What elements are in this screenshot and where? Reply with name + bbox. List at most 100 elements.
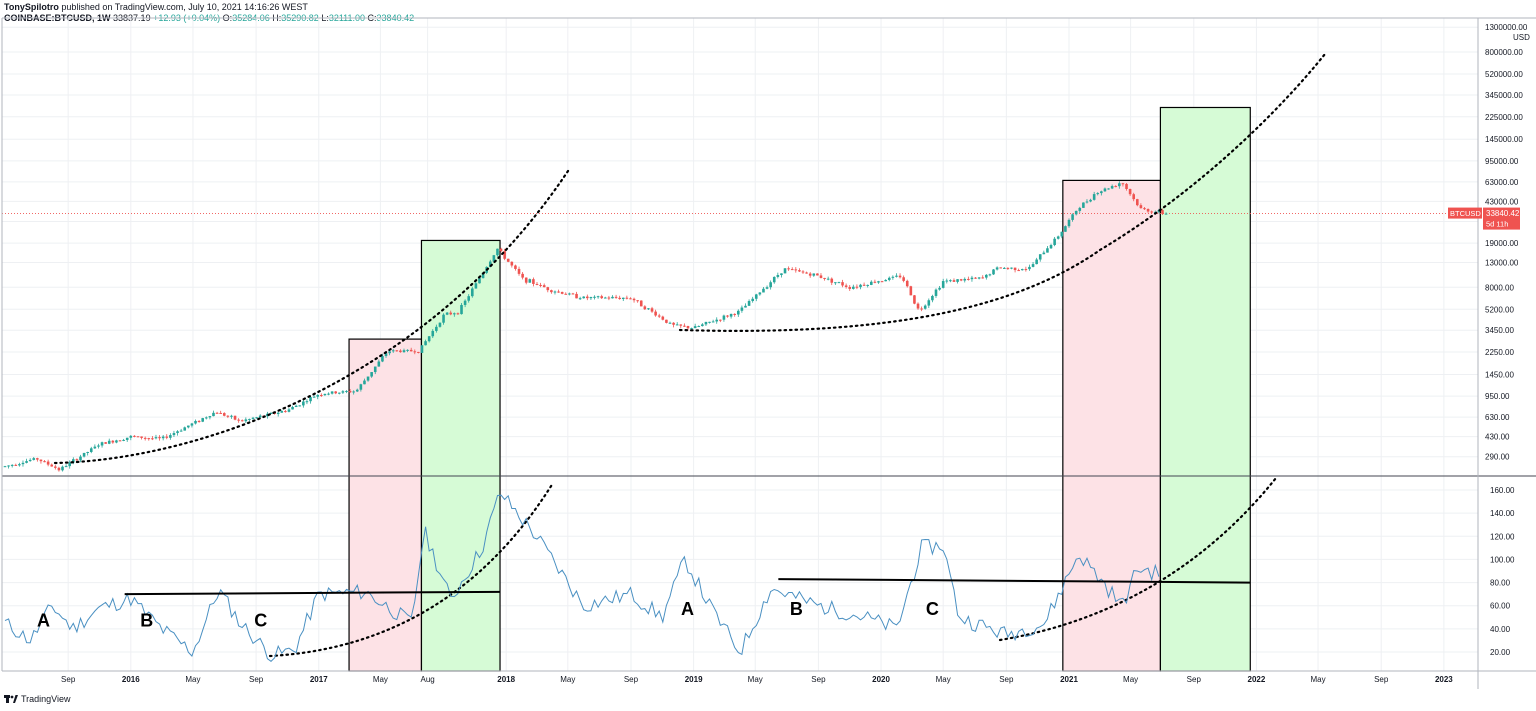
publisher-name[interactable]: TonySpilotro (4, 2, 59, 12)
candle-body (578, 298, 582, 300)
candle-body (873, 281, 877, 283)
candle-body (143, 437, 147, 439)
candle-body (133, 435, 136, 437)
candle-body (215, 412, 219, 414)
dotted-trend-curve[interactable] (268, 481, 555, 658)
candle-body (891, 276, 895, 278)
candle-body (212, 412, 215, 417)
candle-body (611, 296, 614, 299)
candle-body (294, 405, 298, 408)
footer-brand[interactable]: TradingView (21, 694, 71, 704)
candle-body (855, 286, 859, 288)
candle-body (539, 284, 542, 286)
tradingview-logo-icon[interactable] (4, 694, 18, 704)
candle-body (86, 451, 89, 453)
candle-body (783, 268, 787, 274)
candle-body (719, 319, 722, 321)
candle-body (923, 305, 927, 309)
candle-body (1042, 252, 1046, 255)
candle-body (643, 306, 647, 310)
candle-body (970, 277, 974, 280)
candle-body (913, 295, 916, 304)
candle-body (1146, 209, 1150, 212)
indicator-tick-label: 20.00 (1490, 648, 1511, 657)
candle-body (938, 287, 941, 290)
support-line[interactable] (778, 578, 1251, 584)
candle-body (550, 290, 553, 293)
candle-body (647, 308, 650, 310)
candle-body (176, 431, 179, 434)
candle-body (618, 297, 621, 300)
candle-body (122, 439, 125, 441)
candle-body (492, 255, 496, 262)
candle-body (1161, 210, 1164, 214)
candle-body (769, 282, 772, 288)
price-tick-label: 225000.00 (1485, 113, 1523, 122)
time-tick-label: 2023 (1435, 675, 1453, 684)
candle-body (320, 395, 323, 397)
candle-body (715, 319, 719, 322)
candle-body (844, 285, 848, 287)
candle-body (1028, 266, 1031, 270)
candle-body (46, 461, 50, 465)
candle-body (54, 466, 57, 468)
candle-body (100, 442, 104, 446)
candle-body (474, 283, 478, 289)
candle-body (654, 311, 657, 316)
candle-body (463, 300, 467, 305)
candle-body (377, 361, 381, 367)
price-tick-label: 63000.00 (1485, 178, 1519, 187)
candle-body (381, 356, 384, 362)
candle-body (1092, 194, 1096, 200)
candle-body (571, 293, 575, 295)
candle-body (179, 430, 183, 432)
candle-body (269, 412, 273, 414)
dotted-trend-curve[interactable] (678, 52, 1327, 332)
candle-body (1013, 267, 1017, 271)
indicator-tick-label: 160.00 (1490, 486, 1515, 495)
candle-body (1049, 245, 1053, 249)
time-tick-label: Sep (999, 675, 1014, 684)
candle-body (36, 458, 39, 460)
dotted-trend-curve[interactable] (53, 166, 572, 465)
candle-body (32, 458, 36, 460)
candle-body (690, 328, 693, 330)
candle-body (244, 419, 248, 422)
indicator-line[interactable] (4, 494, 1160, 662)
candle-body (816, 273, 819, 276)
candle-body (39, 459, 43, 462)
candle-body (524, 277, 528, 283)
support-line[interactable] (124, 590, 501, 596)
wave-label-b: B (140, 611, 153, 631)
wave-label-c: C (254, 611, 267, 631)
candle-body (298, 405, 302, 407)
candle-body (758, 292, 762, 295)
candle-body (312, 396, 316, 398)
indicator-tick-label: 60.00 (1490, 602, 1511, 611)
candle-body (129, 435, 133, 438)
candle-body (456, 313, 460, 315)
candle-body (848, 286, 852, 289)
candle-body (111, 440, 115, 443)
candle-body (625, 297, 629, 299)
candle-body (280, 411, 284, 413)
candle-body (1143, 208, 1146, 210)
time-tick-label: 2016 (122, 675, 140, 684)
candle-body (927, 300, 931, 306)
candle-body (309, 397, 312, 402)
time-tick-label: 2022 (1248, 675, 1266, 684)
candle-body (963, 278, 967, 281)
green-range-box[interactable] (1159, 106, 1251, 672)
candle-body (952, 280, 956, 282)
candle-body (14, 464, 18, 466)
candle-body (506, 258, 510, 262)
currency-label: USD (1513, 33, 1530, 42)
price-tick-label: 3450.00 (1485, 326, 1514, 335)
pink-range-box[interactable] (1062, 179, 1162, 672)
candle-body (240, 420, 244, 422)
candle-body (1071, 214, 1074, 220)
candle-body (729, 313, 733, 317)
candle-body (704, 321, 708, 325)
candle-body (546, 287, 550, 291)
